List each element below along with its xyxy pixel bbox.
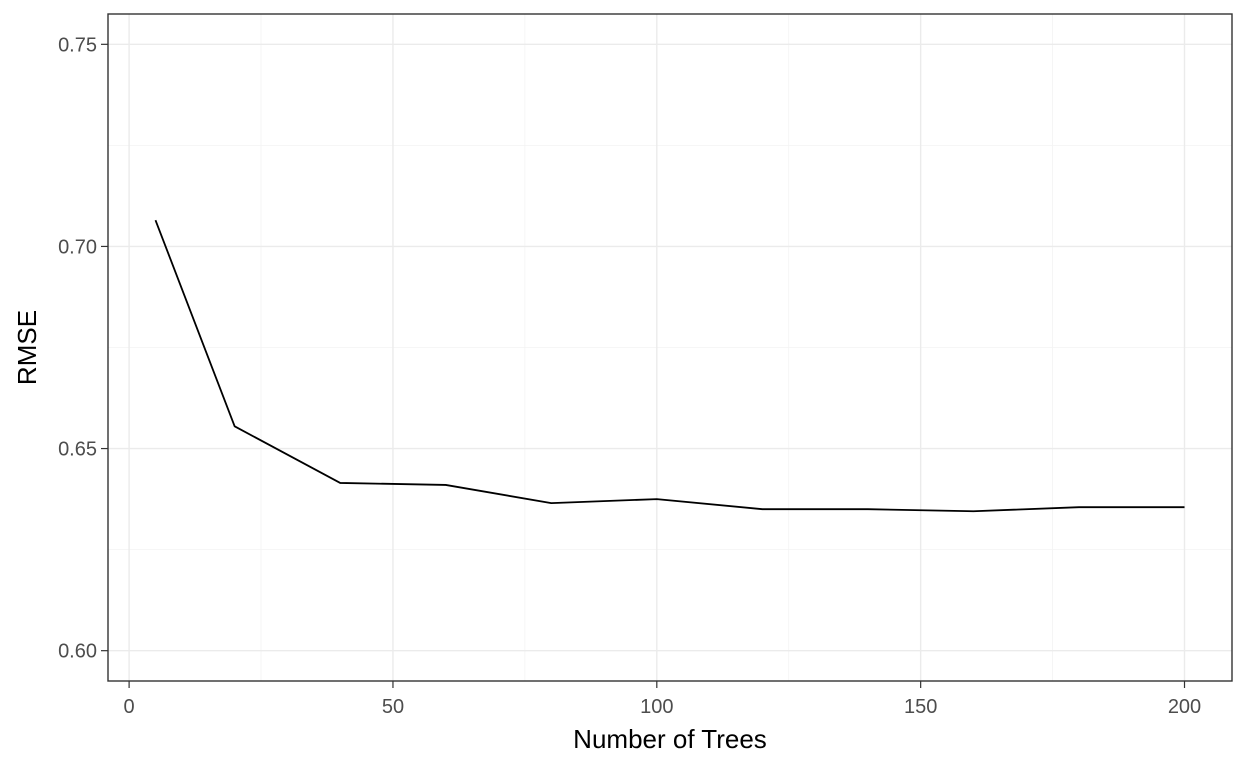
y-tick-label: 0.65 — [58, 439, 97, 461]
series-layer — [154, 219, 1185, 513]
x-tick-label: 50 — [382, 696, 404, 718]
y-axis: 0.60 0.65 0.70 0.75 — [58, 34, 108, 663]
x-tick-label: 0 — [124, 696, 135, 718]
x-axis: 0 50 100 150 200 — [124, 681, 1201, 718]
x-tick-label: 100 — [640, 696, 673, 718]
y-tick-label: 0.60 — [58, 641, 97, 663]
x-axis-title: Number of Trees — [573, 724, 767, 754]
panel-border — [107, 13, 1233, 682]
major-gridlines — [108, 14, 1232, 681]
series-line — [154, 219, 1185, 513]
y-tick-label: 0.75 — [58, 34, 97, 56]
x-tick-label: 200 — [1168, 696, 1201, 718]
y-tick-label: 0.70 — [58, 236, 97, 258]
y-axis-title: RMSE — [12, 310, 42, 385]
minor-gridlines — [108, 14, 1232, 681]
x-tick-label: 150 — [904, 696, 937, 718]
